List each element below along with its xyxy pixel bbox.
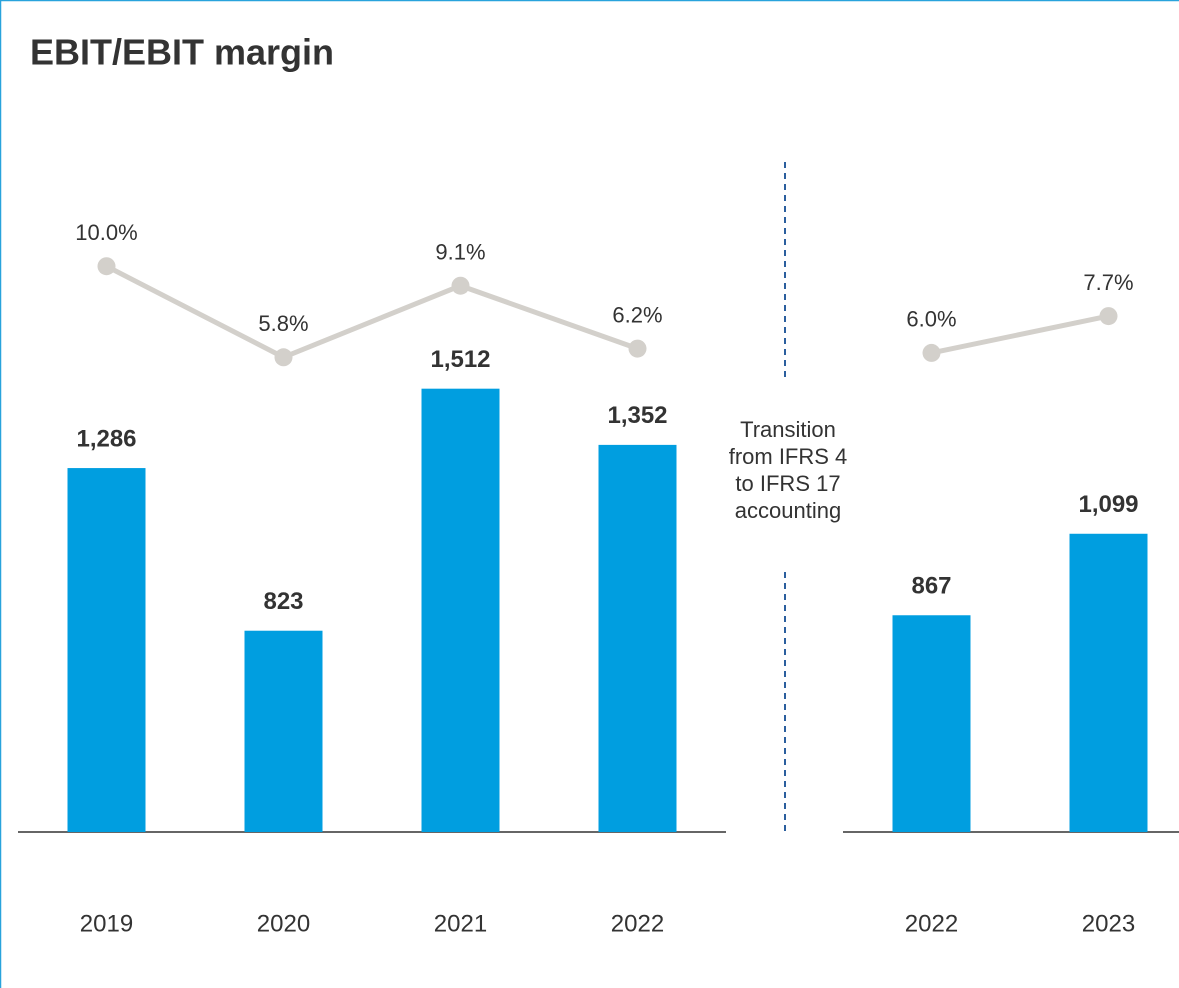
annotation: Transition from IFRS 4 to IFRS 17 accoun… [718,416,858,524]
x-tick-label: 2021 [434,910,487,937]
x-tick-label: 2019 [80,910,133,937]
data-label: 1,286 [76,425,136,452]
bar [67,468,146,832]
line-point [922,343,941,362]
x-tick-label: 2020 [257,910,310,937]
line-point [628,339,647,358]
data-label: 9.1% [435,240,485,265]
x-tick-label: 2022 [611,910,664,937]
bar [421,388,500,832]
data-label: 867 [911,573,951,600]
data-label: 5.8% [258,311,308,336]
bar [244,630,323,832]
data-label: 7.7% [1083,270,1133,295]
line-point [274,348,293,367]
chart-title: EBIT/EBIT margin [30,32,334,73]
line-point [97,257,116,276]
bar [892,615,971,832]
data-label: 1,512 [430,346,490,373]
data-label: 6.0% [906,307,956,332]
data-label: 10.0% [75,220,137,245]
line-point [1099,307,1118,326]
bar [1069,533,1148,832]
data-label: 6.2% [612,302,662,327]
data-label: 1,352 [607,402,667,429]
line [105,264,639,361]
data-label: 823 [263,588,303,615]
line [930,313,1110,356]
x-tick-label: 2023 [1082,910,1135,937]
x-tick-label: 2022 [905,910,958,937]
data-label: 1,099 [1078,491,1138,518]
bar [598,444,677,832]
line-point [451,276,470,295]
